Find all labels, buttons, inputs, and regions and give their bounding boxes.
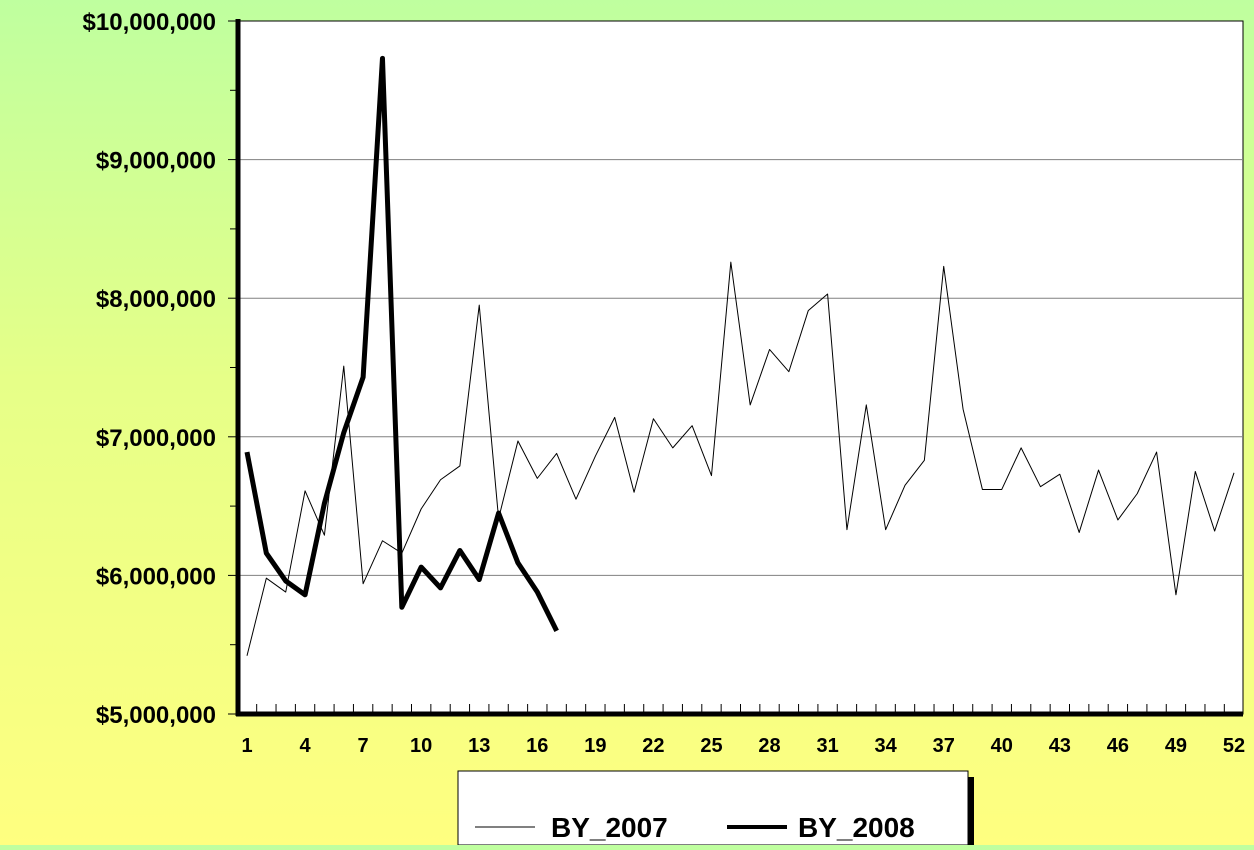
x-tick-label: 46	[1107, 735, 1129, 757]
series-line-by-2007	[246, 261, 1235, 656]
legend-label-by-2008: BY_2008	[798, 812, 915, 843]
legend-box	[457, 770, 969, 846]
series-line-by-2008	[244, 55, 559, 632]
y-tick-label: $6,000,000	[96, 563, 216, 590]
y-tick-label: $7,000,000	[96, 425, 216, 452]
y-tick-label: $10,000,000	[83, 9, 216, 36]
x-tick-label: 52	[1223, 735, 1245, 757]
series-lines	[244, 55, 1235, 656]
x-tick-label: 10	[410, 735, 432, 757]
x-tick-label: 31	[816, 735, 838, 757]
plot-area	[236, 20, 1244, 715]
x-tick-label: 4	[299, 735, 311, 757]
x-tick-label: 13	[468, 735, 490, 757]
legend-label-by-2007: BY_2007	[551, 812, 668, 843]
x-tick-label: 37	[933, 735, 955, 757]
legend: BY_2007 BY_2008	[457, 770, 974, 847]
x-tick-label: 40	[991, 735, 1013, 757]
x-tick-label: 25	[700, 735, 722, 757]
x-tick-label: 49	[1165, 735, 1187, 757]
y-tick-label: $9,000,000	[96, 148, 216, 175]
y-tick-labels: $5,000,000 $6,000,000 $7,000,000 $8,000,000…	[83, 9, 216, 729]
x-tick-label: 22	[642, 735, 664, 757]
x-tick-label: 16	[526, 735, 548, 757]
gridlines	[228, 20, 1243, 715]
x-tick-labels: 1 4 7 10 13 16 19 22 25 28 31 34 37 40 43 46 49 52	[241, 735, 1245, 757]
x-tick-label: 28	[758, 735, 780, 757]
x-tick-label: 7	[358, 735, 369, 757]
x-tick-label: 1	[241, 735, 252, 757]
x-tick-label: 43	[1049, 735, 1071, 757]
x-tick-label: 19	[584, 735, 606, 757]
y-tick-label: $5,000,000	[96, 702, 216, 729]
y-tick-label: $8,000,000	[96, 286, 216, 313]
x-tick-label: 34	[875, 735, 898, 757]
